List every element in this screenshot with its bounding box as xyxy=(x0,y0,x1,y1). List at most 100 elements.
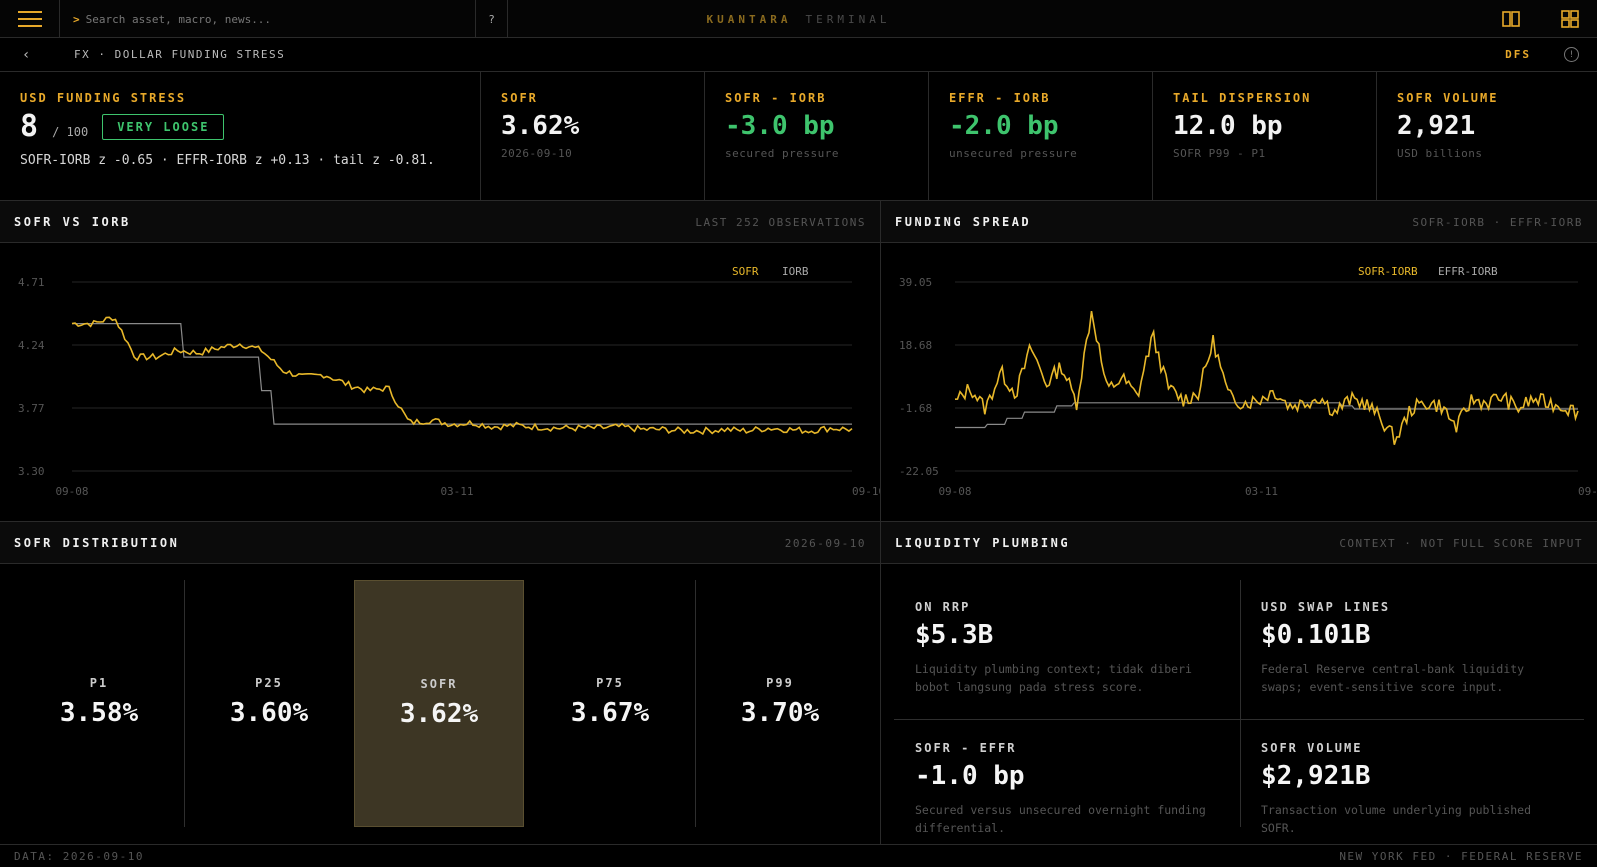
stress-denominator: / 100 xyxy=(52,125,89,139)
dist-divider xyxy=(184,580,185,827)
dist-value: 3.62% xyxy=(399,699,479,729)
x-tick-label: 03-11 xyxy=(440,485,473,498)
liquidity-divider xyxy=(1240,580,1241,827)
dist-value: 3.70% xyxy=(740,698,820,728)
dist-cell-p99: P99 3.70% xyxy=(695,580,865,827)
kpi-funding-stress: USD FUNDING STRESS 8 / 100 VERY LOOSE SO… xyxy=(0,72,481,201)
panel-header: SOFR VS IORB LAST 252 OBSERVATIONS xyxy=(0,201,880,243)
panel-sofr-distribution: SOFR DISTRIBUTION 2026-09-10 xyxy=(0,522,880,844)
kpi-sub: USD billions xyxy=(1397,147,1483,160)
series-line-primary xyxy=(954,310,1579,445)
funding-spread-chart: 39.05 18.68 -1.68 -22.05 09-08 03-11 09-10 SOFR… xyxy=(899,265,1597,498)
kpi-value: 3.62% xyxy=(501,111,580,141)
breadcrumb: FX · DOLLAR FUNDING STRESS xyxy=(74,48,286,61)
liquidity-label: ON RRP xyxy=(915,600,971,614)
kpi-sub: SOFR P99 - P1 xyxy=(1173,147,1266,160)
search-input[interactable] xyxy=(85,12,456,26)
panel-title: LIQUIDITY PLUMBING xyxy=(895,536,1071,550)
kpi-value: -2.0 bp xyxy=(949,111,1059,141)
back-chevron-icon[interactable]: ‹ xyxy=(22,47,31,63)
kpi-sofr-iorb: SOFR - IORB -3.0 bp secured pressure xyxy=(705,72,929,201)
liquidity-value: -1.0 bp xyxy=(915,761,1025,791)
liquidity-label: SOFR - EFFR xyxy=(915,741,1017,755)
panel-header: FUNDING SPREAD SOFR-IORB · EFFR-IORB xyxy=(881,201,1597,243)
kpi-value: -3.0 bp xyxy=(725,111,835,141)
dist-divider xyxy=(695,580,696,827)
stress-breakdown: SOFR-IORB z -0.65 · EFFR-IORB z +0.13 · … xyxy=(20,153,435,168)
panel-meta: CONTEXT · NOT FULL SCORE INPUT xyxy=(1339,537,1583,550)
prompt-chevron-icon: > xyxy=(73,12,80,26)
liquidity-label: SOFR VOLUME xyxy=(1261,741,1363,755)
kpi-sub: secured pressure xyxy=(725,147,839,160)
kpi-sofr-volume: SOFR VOLUME 2,921 USD billions xyxy=(1377,72,1597,201)
y-tick-label: 4.24 xyxy=(18,339,45,352)
menu-button[interactable] xyxy=(0,0,60,38)
kpi-label: SOFR VOLUME xyxy=(1397,91,1499,105)
footer: DATA: 2026-09-10 NEW YORK FED · FEDERAL … xyxy=(0,844,1597,867)
kpi-row: USD FUNDING STRESS 8 / 100 VERY LOOSE SO… xyxy=(0,72,1597,201)
kpi-label: SOFR xyxy=(501,91,538,105)
y-tick-label: -22.05 xyxy=(899,465,939,478)
brand-logo: KUANTARA TERMINAL xyxy=(600,0,997,38)
kpi-effr-iorb: EFFR - IORB -2.0 bp unsecured pressure xyxy=(929,72,1153,201)
dist-label: P25 xyxy=(255,676,283,690)
dist-value: 3.58% xyxy=(59,698,139,728)
liquidity-desc: Liquidity plumbing context; tidak diberi… xyxy=(915,662,1192,694)
series-line-primary xyxy=(71,316,853,436)
panel-meta: SOFR-IORB · EFFR-IORB xyxy=(1412,216,1583,229)
panel-title: SOFR VS IORB xyxy=(14,215,131,229)
x-tick-label: 09-10 xyxy=(852,485,880,498)
x-tick-label: 09-08 xyxy=(55,485,88,498)
x-tick-label: 03-11 xyxy=(1245,485,1278,498)
data-source: NEW YORK FED · FEDERAL RESERVE xyxy=(1339,850,1583,863)
dist-cell-p1: P1 3.58% xyxy=(14,580,184,827)
y-tick-label: 3.30 xyxy=(18,465,45,478)
page-code: DFS xyxy=(1505,48,1531,61)
kpi-sub: 2026-09-10 xyxy=(501,147,573,160)
panel-title: FUNDING SPREAD xyxy=(895,215,1032,229)
legend-item-secondary: EFFR-IORB xyxy=(1438,265,1498,278)
liquidity-usd-swap-lines: USD SWAP LINES $0.101B Federal Reserve c… xyxy=(1241,600,1581,696)
kpi-label: EFFR - IORB xyxy=(949,91,1051,105)
dist-label: P99 xyxy=(766,676,794,690)
split-view-icon[interactable] xyxy=(1501,9,1521,29)
liquidity-on-rrp: ON RRP $5.3B Liquidity plumbing context;… xyxy=(895,600,1235,696)
dist-value: 3.67% xyxy=(570,698,650,728)
liquidity-label: USD SWAP LINES xyxy=(1261,600,1391,614)
status-badge: VERY LOOSE xyxy=(102,114,225,140)
top-bar: > ? KUANTARA TERMINAL xyxy=(0,0,1597,38)
liquidity-desc: Federal Reserve central-bank liquidity s… xyxy=(1261,662,1525,694)
panel-meta: LAST 252 OBSERVATIONS xyxy=(695,216,866,229)
legend-item-secondary: IORB xyxy=(782,265,809,278)
column-divider xyxy=(880,201,881,844)
hamburger-icon xyxy=(17,11,42,27)
liquidity-value: $0.101B xyxy=(1261,620,1371,650)
kpi-label: TAIL DISPERSION xyxy=(1173,91,1312,105)
liquidity-sofr-effr: SOFR - EFFR -1.0 bp Secured versus unsec… xyxy=(895,741,1235,837)
legend-item-primary: SOFR-IORB xyxy=(1358,265,1418,278)
kpi-label: SOFR - IORB xyxy=(725,91,827,105)
stress-score: 8 xyxy=(20,109,39,144)
series-line-secondary xyxy=(72,323,852,425)
grid-view-icon[interactable] xyxy=(1560,9,1580,29)
panel-funding-spread: FUNDING SPREAD SOFR-IORB · EFFR-IORB 39.… xyxy=(881,201,1597,522)
panel-sofr-vs-iorb: SOFR VS IORB LAST 252 OBSERVATIONS 4.71 4… xyxy=(0,201,880,522)
panel-meta: 2026-09-10 xyxy=(784,537,866,550)
y-tick-label: 18.68 xyxy=(899,339,932,352)
kpi-tail-dispersion: TAIL DISPERSION 12.0 bp SOFR P99 - P1 xyxy=(1153,72,1377,201)
search-bar: > xyxy=(61,0,476,38)
breadcrumb-bar: ‹ FX · DOLLAR FUNDING STRESS DFS ! xyxy=(0,38,1597,72)
series-line-secondary xyxy=(955,402,1578,429)
legend-item-primary: SOFR xyxy=(732,265,759,278)
y-tick-label: 3.77 xyxy=(18,402,45,415)
kpi-sofr: SOFR 3.62% 2026-09-10 xyxy=(481,72,705,201)
brand-secondary: TERMINAL xyxy=(805,12,891,26)
x-tick-label: 09-10 xyxy=(1578,485,1597,498)
info-icon[interactable]: ! xyxy=(1564,47,1579,62)
brand-primary: KUANTARA xyxy=(706,12,792,26)
kpi-value: 12.0 bp xyxy=(1173,111,1283,141)
help-button[interactable]: ? xyxy=(476,0,508,38)
y-tick-label: 4.71 xyxy=(18,276,45,289)
kpi-value: 2,921 xyxy=(1397,111,1476,141)
liquidity-sofr-volume: SOFR VOLUME $2,921B Transaction volume u… xyxy=(1241,741,1581,837)
